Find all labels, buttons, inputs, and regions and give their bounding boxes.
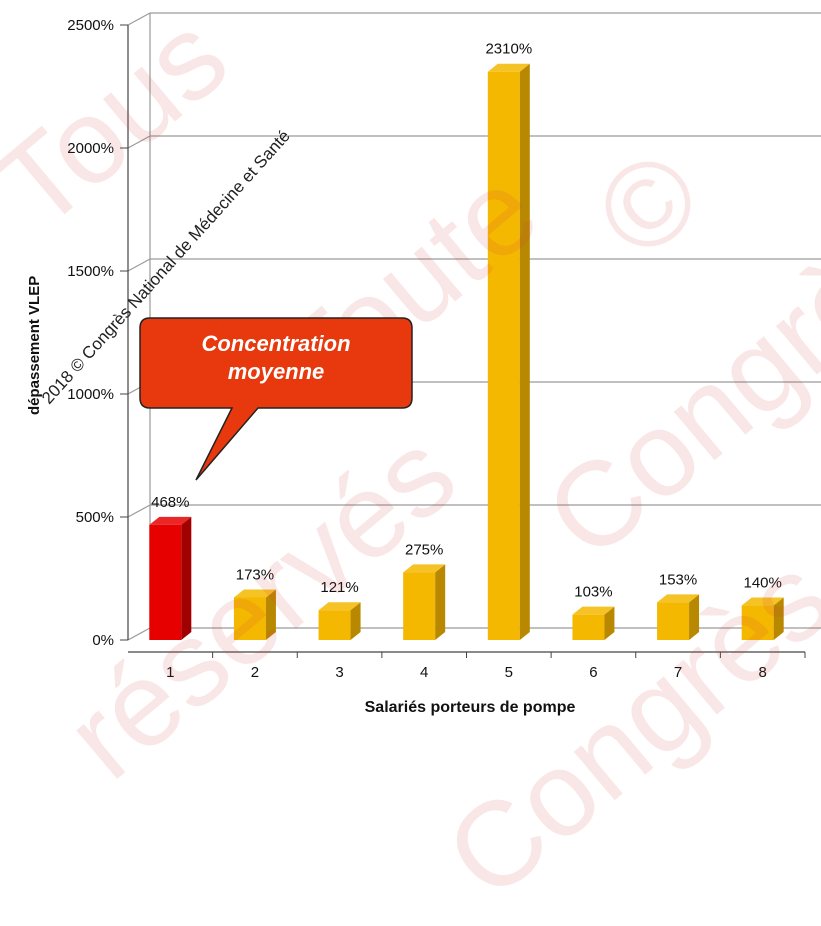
y-tick-label: 2000% bbox=[67, 140, 114, 157]
bar-front bbox=[487, 71, 520, 641]
data-label: 275% bbox=[405, 541, 443, 558]
y-tick-label: 0% bbox=[92, 632, 114, 649]
bar-side bbox=[435, 564, 446, 640]
bar-top bbox=[572, 606, 615, 615]
bar-front bbox=[233, 597, 266, 640]
x-tick-label: 4 bbox=[420, 664, 428, 681]
bar bbox=[572, 606, 615, 640]
x-tick-label: 7 bbox=[674, 664, 682, 681]
bar-front bbox=[572, 614, 605, 640]
data-label: 103% bbox=[574, 584, 612, 601]
gridline-depth bbox=[127, 135, 151, 149]
data-label: 173% bbox=[236, 566, 274, 583]
callout-text: Concentration moyenne bbox=[140, 330, 412, 386]
data-label: 153% bbox=[659, 571, 697, 588]
callout-line-1: Concentration bbox=[201, 331, 351, 356]
data-label: 468% bbox=[151, 494, 189, 511]
bar bbox=[233, 589, 276, 640]
bar-top bbox=[487, 63, 530, 72]
callout-line-2: moyenne bbox=[227, 359, 325, 384]
x-axis-label: Salariés porteurs de pompe bbox=[365, 699, 576, 716]
bar-front bbox=[318, 610, 351, 640]
gridline-depth bbox=[127, 12, 151, 26]
bar-front bbox=[657, 602, 690, 640]
bar bbox=[318, 602, 361, 640]
x-tick-label: 3 bbox=[335, 664, 343, 681]
y-tick-label: 2500% bbox=[67, 17, 114, 34]
bar-top bbox=[318, 602, 361, 611]
bar bbox=[149, 516, 192, 640]
x-tick-label: 2 bbox=[251, 664, 259, 681]
y-tick-label: 500% bbox=[76, 509, 114, 526]
bar-top bbox=[657, 594, 700, 603]
y-tick-label: 1000% bbox=[67, 386, 114, 403]
x-tick-label: 5 bbox=[505, 664, 513, 681]
x-tick-label: 6 bbox=[589, 664, 597, 681]
axes: 0% 500% 1000% 1500% 2000% 2500% 1 2 3 4 5 6 7 8 bbox=[67, 17, 806, 681]
bar-side bbox=[265, 589, 276, 640]
bar-top bbox=[741, 597, 784, 606]
bar-side bbox=[350, 602, 361, 640]
bar-front bbox=[149, 524, 182, 640]
y-tick-label: 1500% bbox=[67, 263, 114, 280]
data-label: 2310% bbox=[485, 41, 532, 58]
bar-side bbox=[604, 606, 615, 640]
bars bbox=[149, 63, 784, 641]
data-label: 140% bbox=[744, 575, 782, 592]
x-tick-label: 1 bbox=[166, 664, 174, 681]
bar-top bbox=[149, 516, 192, 525]
labels: 468% 173% 121% 275% 2310% 103% 153% 140% bbox=[151, 41, 782, 601]
bar-front bbox=[741, 605, 774, 640]
y-axis-label: dépassement VLEP bbox=[26, 276, 43, 415]
gridline-depth bbox=[127, 258, 151, 272]
gridline-depth bbox=[127, 627, 151, 641]
bar-top bbox=[233, 589, 276, 598]
bar-front bbox=[403, 572, 436, 640]
bar-side bbox=[689, 594, 700, 640]
bar bbox=[403, 564, 446, 640]
bar-side bbox=[519, 63, 530, 641]
x-tick-label: 8 bbox=[759, 664, 767, 681]
bar bbox=[741, 597, 784, 640]
bar-side bbox=[181, 516, 192, 640]
data-label: 121% bbox=[320, 579, 358, 596]
bar bbox=[487, 63, 530, 641]
gridline-depth bbox=[127, 504, 151, 518]
bar bbox=[657, 594, 700, 640]
bar-side bbox=[773, 597, 784, 640]
callout-bubble bbox=[139, 317, 413, 481]
bar-top bbox=[403, 564, 446, 573]
